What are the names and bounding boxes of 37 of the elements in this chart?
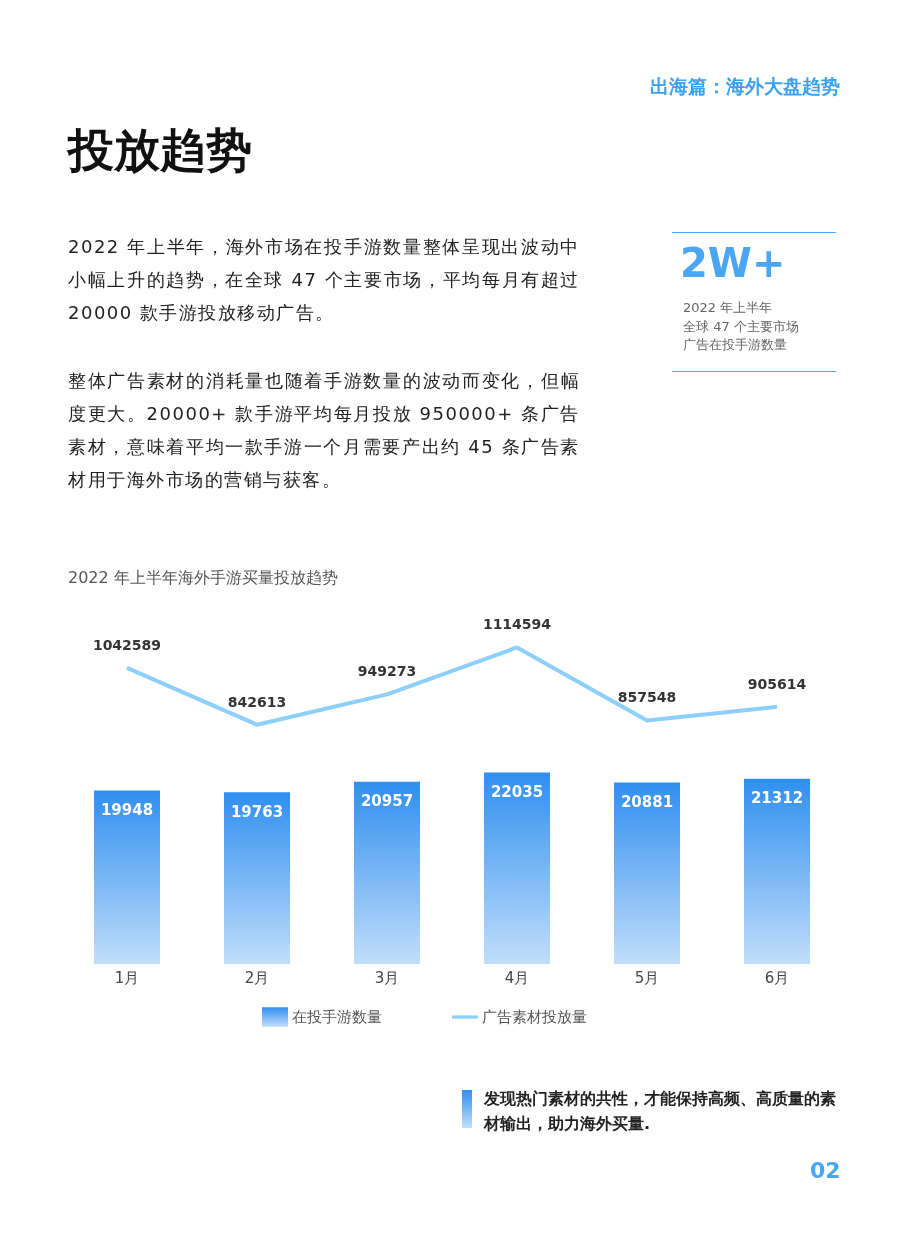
data-label: 1042589 [92, 636, 162, 653]
data-label: 20881 [620, 793, 674, 812]
text: 投放趋势 [68, 122, 252, 179]
data-label: 21312 [750, 789, 804, 808]
text: 2022 年上半年，海外市场在投手游数量整体呈现出波动中小幅上升的趋势，在全球 47 个主要市场，平均每月有超过 20000 款手游投放移动广告。 [68, 235, 580, 325]
data-label: 19948 [100, 801, 154, 820]
data-label: 905614 [747, 675, 807, 692]
data-label: 19763 [230, 802, 284, 821]
x-tick-label: 1月 [114, 968, 140, 987]
text: 整体广告素材的消耗量也随着手游数量的波动而变化，但幅度更大。20000+ 款手游平均每月投放 950000+ 条广告素材，意味着平均一款手游一个月需要产出约 45 条广告素材用于海外市场的营销与获客。 [68, 369, 580, 492]
bar [354, 781, 420, 964]
text: 广告在投手游数量 [683, 336, 787, 354]
bar [224, 792, 290, 964]
text: 2W+ [680, 240, 786, 286]
bar [484, 772, 550, 964]
x-tick-label: 2月 [244, 968, 270, 987]
x-tick-label: 4月 [504, 968, 530, 987]
data-label: 22035 [490, 783, 544, 802]
legend-label: 广告素材投放量 [482, 1007, 587, 1026]
x-tick-label: 6月 [764, 968, 790, 987]
data-label: 20957 [360, 792, 414, 811]
data-label: 842613 [227, 693, 287, 710]
x-tick-label: 5月 [634, 968, 660, 987]
text: 2022 年上半年 [683, 299, 773, 317]
data-label: 1114594 [482, 616, 552, 633]
x-tick-label: 3月 [374, 968, 400, 987]
bar [614, 782, 680, 964]
bar [744, 778, 810, 964]
text: 02 [810, 1158, 841, 1183]
text: 出海篇：海外大盘趋势 [649, 74, 840, 99]
text: 发现热门素材的共性，才能保持高频、高质量的素材输出，助力海外买量. [484, 1088, 837, 1135]
bar [94, 790, 160, 964]
text: 全球 47 个主要市场 [683, 318, 799, 336]
legend-label: 在投手游数量 [292, 1007, 382, 1026]
data-label: 949273 [357, 663, 417, 680]
chart-title: 2022 年上半年海外手游买量投放趋势 [68, 568, 338, 589]
data-label: 857548 [617, 689, 677, 706]
